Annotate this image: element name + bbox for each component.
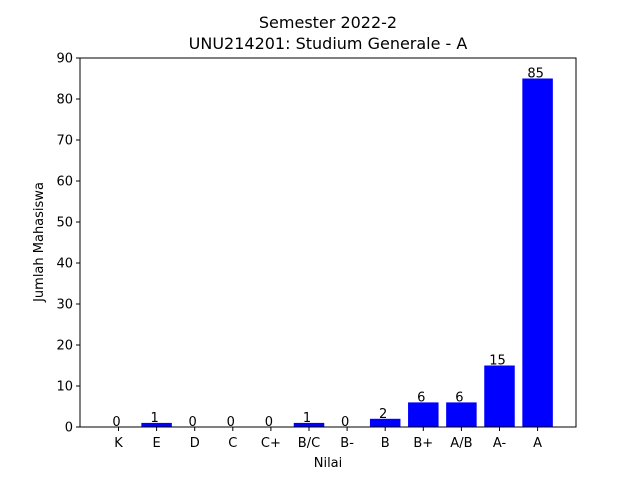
- bar: [484, 365, 515, 427]
- y-tick-label: 60: [56, 175, 73, 190]
- data-label: 6: [417, 390, 425, 405]
- plot-frame: [79, 57, 577, 428]
- y-tick-label: 10: [56, 380, 73, 395]
- bar: [369, 418, 401, 427]
- y-axis-label: Jumlah Mahasiswa: [32, 182, 47, 303]
- x-tick-label: B+: [413, 436, 433, 451]
- x-tick-label: A-: [493, 436, 507, 451]
- x-tick-label: C: [228, 436, 237, 451]
- x-tick-label: B-: [340, 436, 354, 451]
- x-tick-label: B/C: [298, 436, 320, 451]
- chart-title-line2: UNU214201: Studium Generale - A: [189, 34, 468, 53]
- y-tick-label: 20: [56, 339, 73, 354]
- bar: [141, 422, 172, 427]
- data-label: 0: [112, 415, 120, 430]
- y-tick-label: 30: [56, 298, 73, 313]
- bar: [408, 402, 439, 427]
- y-tick-label: 40: [56, 257, 73, 272]
- data-label: 15: [489, 354, 506, 369]
- bar: [293, 422, 325, 427]
- data-label: 0: [227, 415, 235, 430]
- x-tick-label: D: [190, 436, 200, 451]
- data-label: 0: [189, 415, 197, 430]
- y-tick-label: 70: [56, 134, 73, 149]
- y-tick-label: 90: [56, 52, 73, 67]
- x-tick-label: C+: [261, 436, 281, 451]
- bar: [522, 78, 553, 427]
- data-label: 85: [527, 67, 544, 82]
- x-axis-label: Nilai: [314, 456, 343, 471]
- chart-title-line1: Semester 2022-2: [259, 13, 397, 32]
- bar: [446, 402, 477, 427]
- x-tick-label: A/B: [450, 436, 472, 451]
- x-tick-label: B: [381, 436, 390, 451]
- x-tick-label: A: [533, 436, 542, 451]
- data-label: 0: [265, 415, 273, 430]
- data-label: 0: [341, 415, 349, 430]
- y-tick-label: 50: [56, 216, 73, 231]
- data-label: 6: [455, 390, 463, 405]
- y-tick-label: 80: [56, 93, 73, 108]
- data-label: 2: [379, 407, 387, 422]
- x-tick-label: E: [152, 436, 160, 451]
- plot-area: 0 10 20 30 40 50 60 70 80 90 K 0 E 1 D 0 C 0 C+ 0 B/C 1 B- 0 B 2 B…: [56, 52, 553, 451]
- x-tick-label: K: [114, 436, 123, 451]
- y-tick-label: 0: [65, 421, 73, 436]
- data-label: 1: [150, 411, 158, 426]
- data-label: 1: [303, 411, 311, 426]
